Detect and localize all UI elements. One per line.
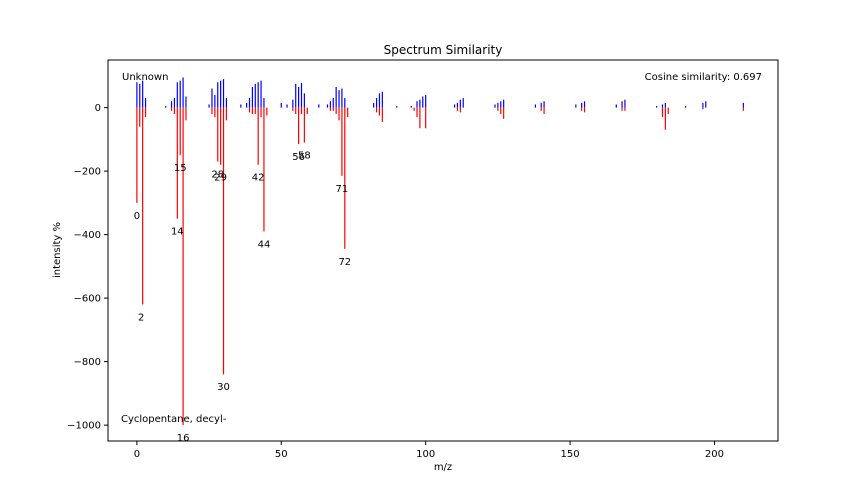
- peak-label: 58: [298, 150, 311, 161]
- reference-annotation: Cyclopentane, decyl-: [121, 414, 227, 425]
- y-tick-label: −600: [74, 294, 101, 305]
- peak-label: 72: [338, 257, 351, 268]
- unknown-annotation: Unknown: [122, 72, 168, 83]
- y-tick-label: −200: [74, 167, 101, 178]
- cosine-similarity-annotation: Cosine similarity: 0.697: [645, 72, 762, 83]
- x-tick-label: 50: [275, 449, 288, 460]
- x-axis-ticks: 0 50 100 150 200: [134, 441, 724, 460]
- y-tick-label: −800: [74, 357, 101, 368]
- peak-label: 30: [217, 382, 230, 393]
- peak-label: 44: [258, 239, 271, 250]
- x-tick-label: 150: [561, 449, 580, 460]
- plot-area: [107, 59, 779, 442]
- y-axis-label: intensity %: [52, 222, 63, 278]
- y-axis-ticks: −1000 −800 −600 −400 −200 0: [67, 103, 108, 432]
- peak-label: 2: [138, 312, 144, 323]
- peak-label: 56: [292, 152, 305, 163]
- x-tick-label: 200: [705, 449, 724, 460]
- y-tick-label: −400: [74, 230, 101, 241]
- peak-label: 15: [174, 163, 187, 174]
- peak-label: 28: [211, 169, 224, 180]
- peak-label: 42: [252, 173, 265, 184]
- x-tick-label: 0: [134, 449, 140, 460]
- y-tick-label: 0: [95, 103, 101, 114]
- peak-label: 29: [214, 173, 227, 184]
- y-tick-label: −1000: [67, 421, 101, 432]
- peak-label: 71: [336, 184, 349, 195]
- peak-label: 0: [134, 211, 140, 222]
- chart-title: Spectrum Similarity: [384, 43, 503, 57]
- x-axis-label: m/z: [434, 462, 452, 473]
- x-tick-label: 100: [416, 449, 435, 460]
- spectrum-bars: [136, 77, 744, 426]
- peak-label: 16: [177, 433, 190, 444]
- peak-label: 14: [171, 227, 184, 238]
